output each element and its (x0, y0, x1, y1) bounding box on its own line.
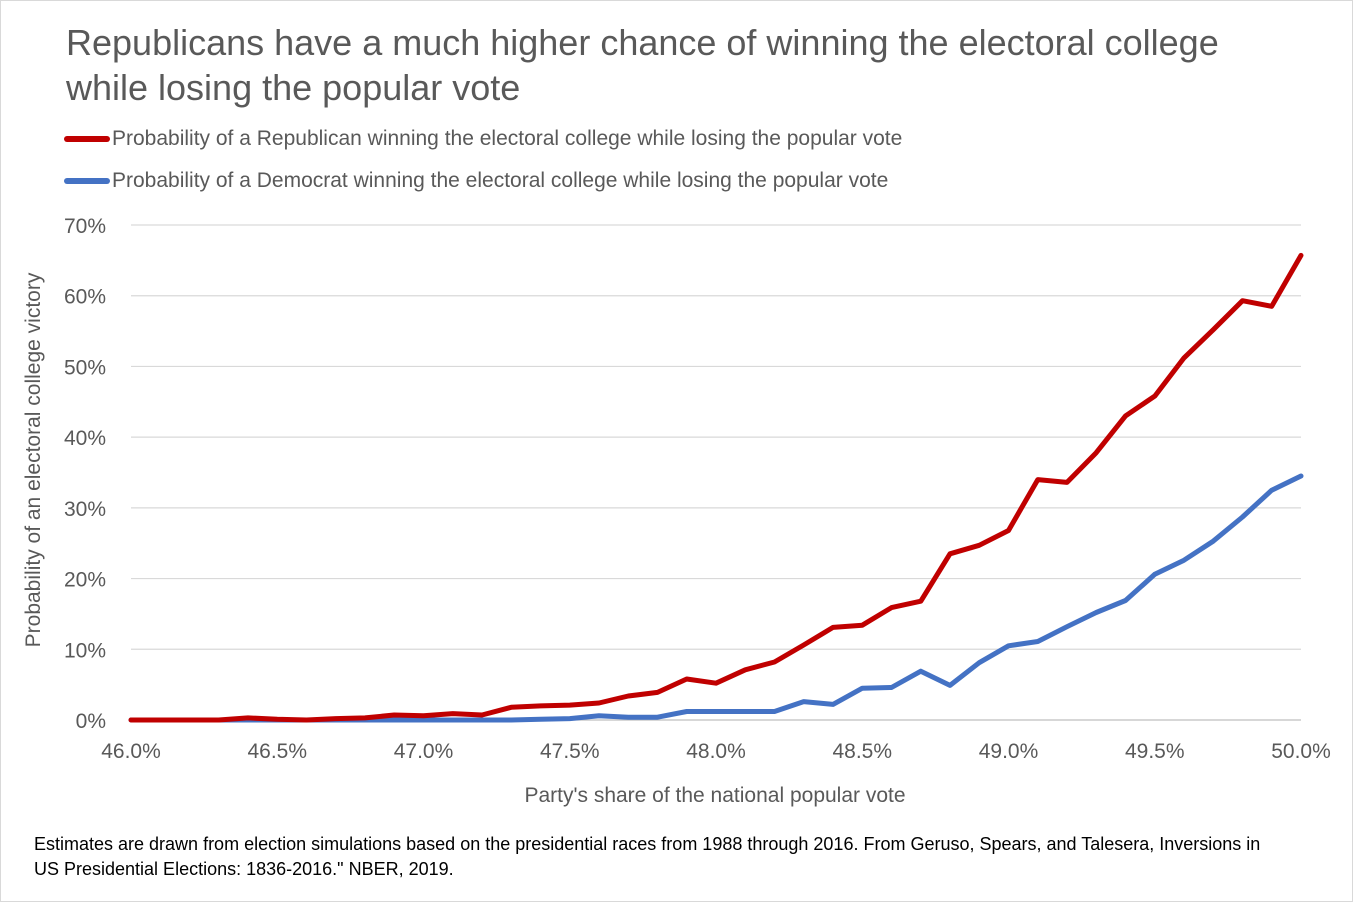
x-tick-label: 48.5% (832, 740, 892, 763)
x-tick-label: 50.0% (1271, 740, 1331, 763)
legend-swatch-republican (64, 136, 110, 142)
x-tick-labels: 46.0% 46.5% 47.0% 47.5% 48.0% 48.5% 49.0% 49.5%… (101, 740, 1331, 763)
y-tick-label: 70% (64, 215, 106, 238)
series-lines (128, 252, 1304, 723)
series-line-republican (128, 252, 1304, 723)
legend-label-republican: Probability of a Republican winning the … (112, 127, 903, 150)
y-tick-label: 60% (64, 286, 106, 309)
y-tick-label: 20% (64, 569, 106, 592)
x-tick-label: 46.5% (247, 740, 307, 763)
x-tick-label: 47.5% (540, 740, 600, 763)
y-axis-title: Probability of an electoral college vict… (22, 272, 45, 648)
y-tick-label: 40% (64, 427, 106, 450)
y-tick-label: 10% (64, 639, 106, 662)
x-tick-label: 49.5% (1125, 740, 1185, 763)
gridlines (131, 224, 1301, 721)
y-tick-label: 30% (64, 498, 106, 521)
x-tick-label: 49.0% (979, 740, 1039, 763)
y-tick-label: 0% (76, 710, 106, 733)
legend-swatch-democrat (64, 178, 110, 184)
legend: Probability of a Republican winning the … (64, 122, 902, 206)
legend-item-republican: Probability of a Republican winning the … (64, 122, 902, 156)
x-tick-label: 47.0% (394, 740, 454, 763)
x-tick-label: 48.0% (686, 740, 746, 763)
source-note: Estimates are drawn from election simula… (34, 834, 1261, 879)
legend-label-democrat: Probability of a Democrat winning the el… (112, 169, 889, 192)
x-tick-label: 46.0% (101, 740, 161, 763)
y-tick-label: 50% (64, 356, 106, 379)
y-tick-labels: 0% 10% 20% 30% 40% 50% 60% 70% (64, 215, 106, 733)
chart-title: Republicans have a much higher chance of… (66, 22, 1219, 108)
legend-item-democrat: Probability of a Democrat winning the el… (64, 164, 902, 198)
x-axis-title: Party's share of the national popular vo… (524, 784, 906, 807)
